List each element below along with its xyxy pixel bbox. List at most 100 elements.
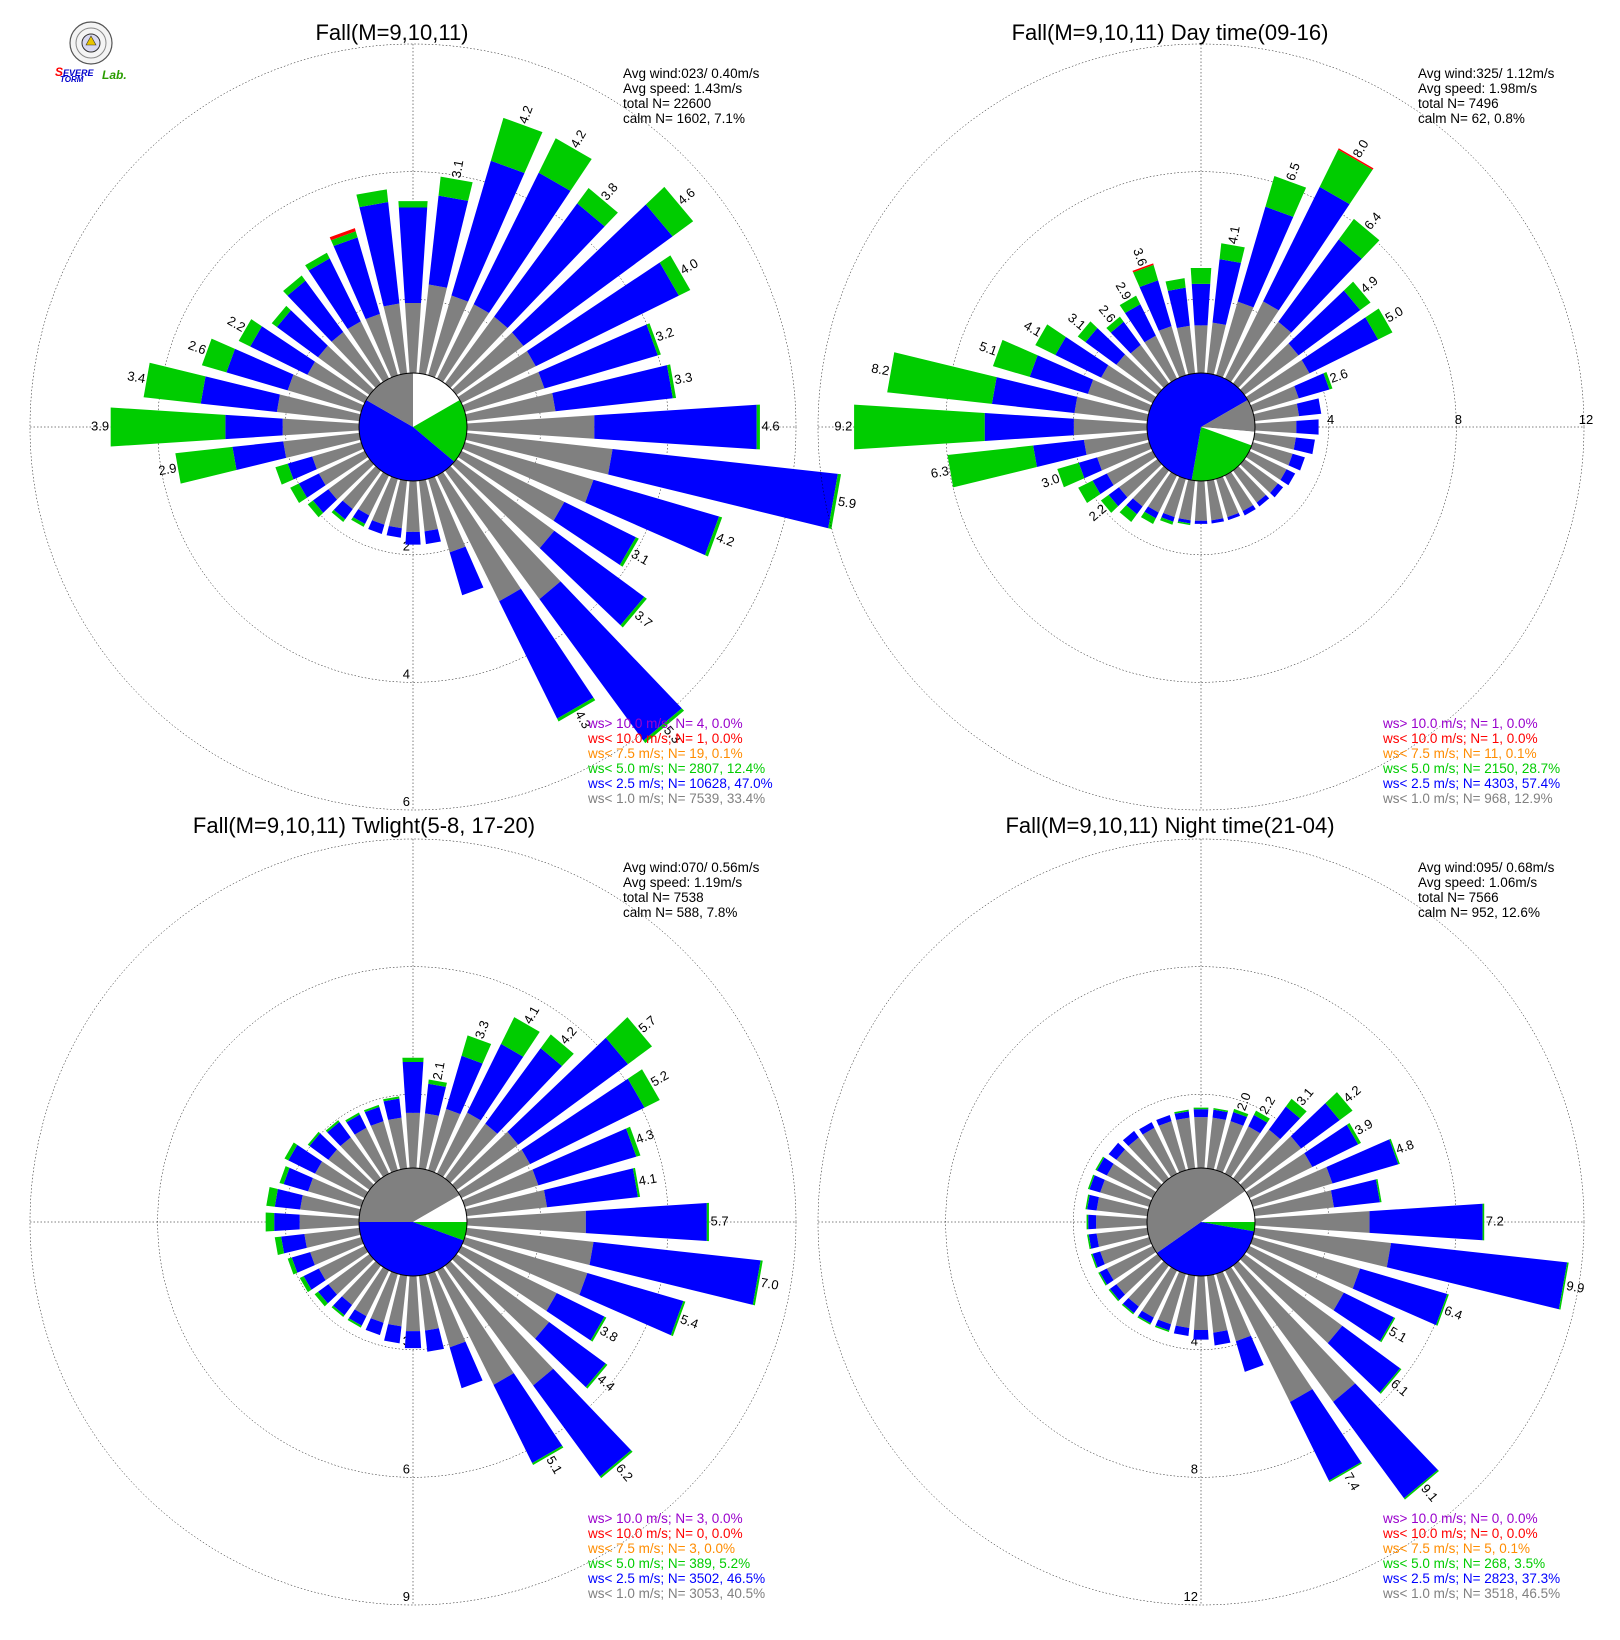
bar-segment — [1119, 295, 1141, 314]
bar-segment — [1263, 186, 1350, 311]
bar-segment — [356, 189, 389, 208]
bar-segment — [1096, 1157, 1114, 1176]
bar-segment — [1160, 517, 1174, 525]
bar-segment — [1224, 1126, 1261, 1178]
bar-segment — [444, 316, 508, 388]
bar-segment — [1304, 1124, 1359, 1167]
bar-segment — [1121, 1303, 1135, 1315]
bar-segment — [307, 361, 369, 404]
direction-bar: 6.4 — [1250, 1237, 1465, 1326]
bar-segment — [594, 404, 757, 450]
bar-segment — [1346, 1122, 1362, 1145]
direction-bar — [404, 1275, 422, 1349]
bar-segment — [1325, 1092, 1353, 1121]
bar-segment — [1338, 218, 1380, 259]
bar-value-label: 3.3 — [472, 1018, 492, 1040]
bar-segment — [1206, 1274, 1228, 1333]
bar-segment — [494, 203, 605, 328]
legend-entry: ws< 10.0 m/s; N= 1, 0.0% — [1382, 731, 1538, 746]
bar-value-label: 2.6 — [1328, 366, 1350, 386]
direction-bar — [287, 1237, 364, 1275]
legend-entry: ws< 1.0 m/s; N= 7539, 33.4% — [587, 791, 765, 806]
bar-segment — [428, 1271, 466, 1348]
direction-bar: 3.7 — [452, 458, 655, 631]
bar-value-label: 4.3 — [634, 1126, 656, 1146]
bar-segment — [1108, 1142, 1126, 1160]
direction-bar — [347, 1266, 390, 1328]
direction-bar — [1078, 450, 1157, 504]
calm-pie — [1146, 1167, 1256, 1277]
bar-segment — [143, 362, 206, 404]
bar-segment — [1106, 1163, 1157, 1199]
bar-segment — [705, 516, 723, 557]
bar-segment — [308, 258, 361, 329]
bar-segment — [449, 546, 484, 596]
bar-segment — [424, 1083, 446, 1116]
bar-segment — [1035, 324, 1066, 355]
bar-segment — [1122, 1297, 1139, 1314]
direction-bar — [307, 458, 374, 518]
bar-segment — [1176, 1117, 1196, 1170]
bar-segment — [579, 1272, 684, 1336]
bar-value-label: 4.2 — [714, 529, 736, 549]
grid-ring — [817, 838, 1585, 1606]
direction-bar — [1206, 1274, 1231, 1346]
bar-segment — [1085, 327, 1126, 365]
bar-segment — [352, 509, 370, 525]
bar-segment — [1087, 1174, 1095, 1190]
bar-value-label: 4.1 — [637, 1171, 657, 1189]
bar-segment — [1158, 326, 1186, 378]
bar-segment — [1253, 1190, 1334, 1217]
bar-segment — [1090, 1253, 1098, 1269]
direction-bar — [283, 275, 382, 388]
bar-segment — [1142, 1127, 1178, 1178]
direction-bar — [1174, 1109, 1196, 1170]
bar-segment — [1224, 1266, 1313, 1403]
legend-entry: ws> 10.0 m/s; N= 3, 0.0% — [587, 1511, 743, 1526]
bar-segment — [1333, 1292, 1394, 1342]
bar-segment — [1242, 505, 1256, 516]
bar-segment — [1240, 343, 1299, 396]
bar-segment — [428, 1108, 461, 1173]
direction-bar — [345, 1112, 390, 1178]
bar-segment — [1116, 1149, 1162, 1191]
bar-segment — [706, 1202, 709, 1242]
bar-segment — [1087, 379, 1152, 412]
legend-entry: ws< 10.0 m/s; N= 1, 0.0% — [587, 731, 743, 746]
bar-segment — [1175, 1274, 1196, 1329]
direction-bar — [384, 1274, 408, 1344]
direction-bar — [284, 1142, 369, 1199]
stats-line: Avg wind:095/ 0.68m/s — [1418, 860, 1555, 875]
direction-bar — [428, 476, 484, 596]
bar-segment — [309, 1133, 338, 1160]
bar-segment — [1328, 1462, 1363, 1483]
bar-segment — [1386, 1242, 1568, 1310]
bar-segment — [1148, 471, 1178, 513]
direction-bar — [1173, 1274, 1196, 1336]
bar-segment — [1296, 419, 1319, 435]
direction-bar — [365, 1271, 398, 1336]
bar-segment — [1174, 1109, 1189, 1114]
bar-segment — [1033, 439, 1087, 468]
calm-pie-slice — [1146, 373, 1201, 481]
bar-segment — [279, 1166, 290, 1185]
bar-segment — [1232, 1129, 1281, 1183]
bar-segment — [383, 1098, 402, 1120]
bar-segment — [1296, 398, 1322, 417]
bar-segment — [1213, 1330, 1231, 1346]
bar-segment — [577, 187, 618, 227]
direction-bar — [1090, 1237, 1152, 1269]
bar-segment — [404, 1331, 422, 1349]
bar-segment — [1250, 386, 1299, 412]
panel-title: Fall(M=9,10,11) — [315, 20, 468, 45]
calm-pie-slice — [358, 400, 455, 482]
direction-bar: 8.0 — [1224, 137, 1374, 383]
grid-ring — [1073, 299, 1329, 555]
bar-segment — [1116, 1253, 1162, 1295]
bar-segment — [428, 476, 466, 553]
ring-label: 4 — [1191, 1334, 1198, 1349]
direction-bar: 3.3 — [428, 1018, 492, 1173]
bar-segment — [452, 332, 524, 396]
bar-segment — [1110, 321, 1141, 354]
windrose-panel-2: Fall(M=9,10,11) Day time(09-16)4 8 124.16.… — [817, 20, 1593, 811]
